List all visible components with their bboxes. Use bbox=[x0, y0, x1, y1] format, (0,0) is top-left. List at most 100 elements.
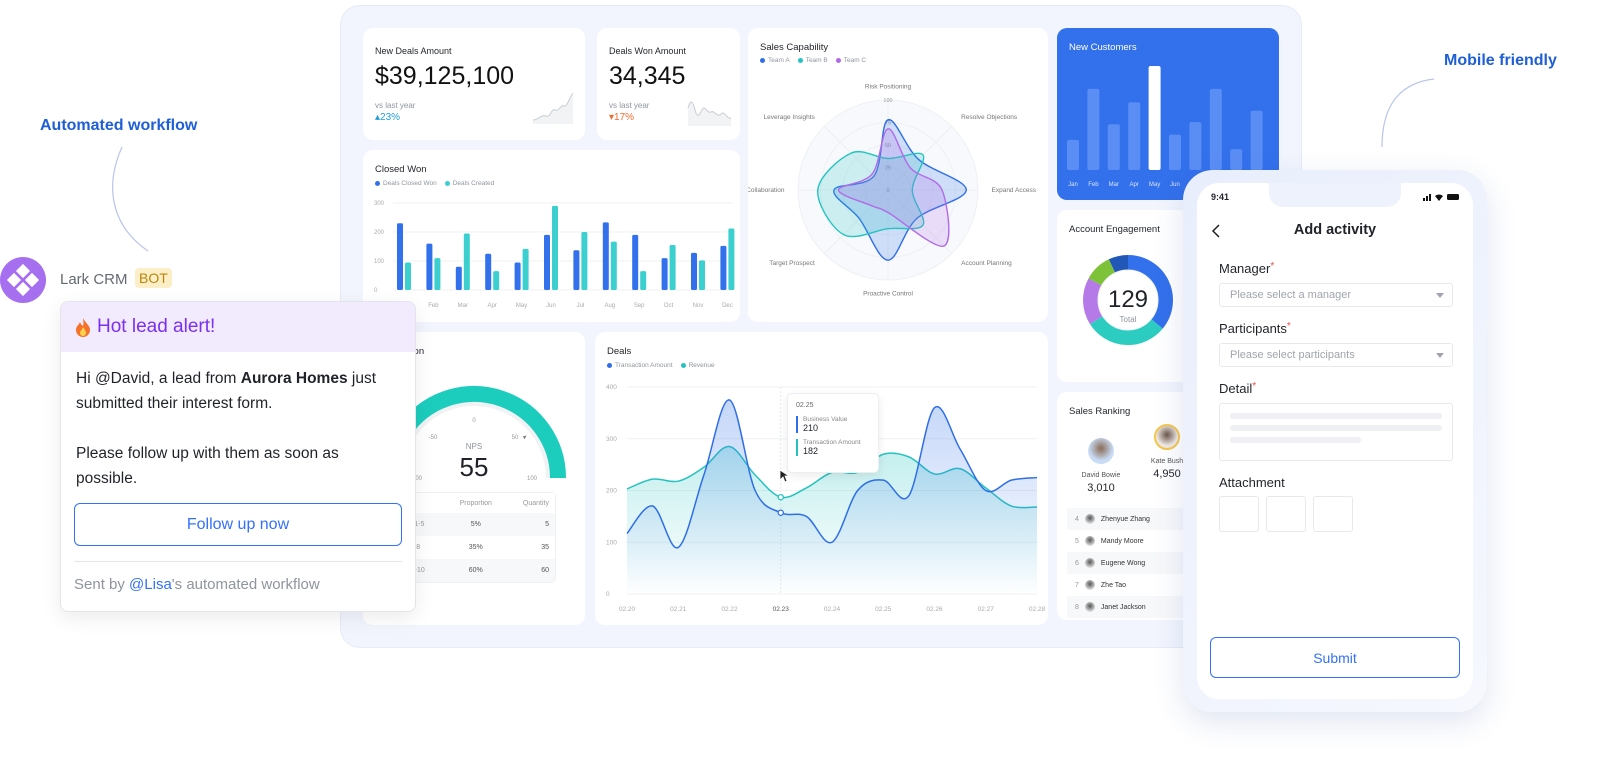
card-title: Sales Ranking bbox=[1069, 406, 1131, 417]
y-tick-label: 0 bbox=[606, 591, 610, 598]
avatar bbox=[1084, 602, 1095, 612]
bar-deals-closed-won bbox=[397, 223, 403, 290]
bar-deals-created bbox=[463, 233, 470, 290]
closed-won-card: Closed Won Deals Closed Won Deals Create… bbox=[363, 150, 740, 322]
submit-button[interactable]: Submit bbox=[1210, 637, 1460, 678]
gauge-pointer-icon bbox=[522, 435, 527, 440]
deals-won-card: Deals Won Amount 34,345 vs last year ▾17… bbox=[597, 28, 740, 140]
bar-deals-closed-won bbox=[720, 245, 727, 290]
attachment-slot[interactable] bbox=[1313, 496, 1353, 532]
bar-deals-closed-won bbox=[485, 253, 492, 290]
total-label: Total bbox=[1119, 315, 1137, 324]
gauge-tick-label: -50 bbox=[429, 435, 438, 441]
user-mention[interactable]: @Lisa bbox=[129, 576, 172, 593]
nps-value: 55 bbox=[459, 452, 489, 482]
detail-textarea[interactable] bbox=[1219, 403, 1453, 461]
bar-deals-closed-won bbox=[632, 234, 639, 290]
alert-body-text: Please follow up with them as soon as po… bbox=[76, 445, 339, 487]
x-tick-label: Jun bbox=[1170, 182, 1180, 188]
bar-deals-created bbox=[434, 258, 441, 290]
bar-deals-created bbox=[405, 262, 411, 290]
axis-label: Collaboration bbox=[748, 187, 785, 194]
bar-deals-created bbox=[610, 241, 617, 290]
x-tick-label: 02.21 bbox=[670, 606, 687, 613]
attachment-label: Attachment bbox=[1219, 475, 1285, 490]
company-name: Aurora Homes bbox=[240, 370, 348, 387]
chart-tooltip: 02.25 Business Value 210 Transaction Amou… bbox=[787, 393, 879, 473]
deals-card: Deals Transaction Amount Revenue 0 100 200… bbox=[595, 332, 1048, 625]
customer-bar bbox=[1107, 124, 1120, 170]
y-tick-label: 100 bbox=[374, 259, 385, 265]
x-tick-label: 02.22 bbox=[721, 606, 738, 613]
x-tick-label: Mar bbox=[458, 303, 468, 309]
x-tick-label: 02.27 bbox=[978, 606, 995, 613]
card-title: Closed Won bbox=[375, 164, 427, 175]
participants-label: Participants* bbox=[1219, 321, 1291, 336]
radar-spoke bbox=[824, 189, 889, 254]
avatar bbox=[1084, 536, 1095, 546]
attachment-slot[interactable] bbox=[1219, 496, 1259, 532]
x-tick-label: 02.24 bbox=[824, 606, 841, 613]
customer-bar bbox=[1230, 149, 1243, 170]
y-tick-label: 200 bbox=[606, 488, 617, 495]
legend-item: Team C bbox=[835, 57, 866, 64]
x-tick-label: Nov bbox=[693, 303, 704, 309]
radar-tick-label: 75 bbox=[885, 121, 891, 127]
bar-deals-closed-won bbox=[661, 258, 668, 290]
x-tick-label: Jun bbox=[546, 303, 556, 309]
customer-bar bbox=[1189, 122, 1202, 170]
card-title: Deals bbox=[607, 346, 632, 357]
y-tick-label: 400 bbox=[606, 384, 617, 391]
status-time: 9:41 bbox=[1211, 192, 1230, 202]
attachment-slot[interactable] bbox=[1266, 496, 1306, 532]
legend-item: Team B bbox=[797, 57, 828, 64]
bar-deals-closed-won bbox=[514, 262, 521, 290]
manager-label: Manager* bbox=[1219, 261, 1275, 276]
avatar bbox=[1084, 580, 1095, 590]
alert-header: Hot lead alert! bbox=[61, 302, 415, 352]
x-tick-label: Oct bbox=[664, 303, 674, 309]
bar-deals-closed-won bbox=[455, 266, 462, 290]
kpi-value: 34,345 bbox=[609, 62, 686, 90]
closed-won-chart: 0100200300JanFebMarAprMayJunJulAugSepOct… bbox=[374, 201, 735, 309]
gauge-tick-label: 50 bbox=[512, 435, 519, 441]
radar-series-team-c bbox=[837, 128, 950, 247]
manager-select[interactable]: Please select a manager bbox=[1219, 283, 1453, 307]
sparkline bbox=[532, 92, 574, 124]
change-up: ▴23% bbox=[375, 112, 400, 123]
lark-crm-logo bbox=[0, 257, 46, 303]
annotation-mobile-friendly: Mobile friendly bbox=[1444, 52, 1557, 69]
gauge-tick-label: 100 bbox=[527, 476, 538, 482]
axis-label: Target Prospect bbox=[769, 260, 815, 267]
hover-point bbox=[777, 493, 784, 501]
x-tick-label: Jul bbox=[577, 303, 585, 309]
donut-center bbox=[1097, 269, 1159, 331]
back-chevron-icon[interactable] bbox=[1211, 223, 1221, 239]
legend: Team A Team B Team C bbox=[760, 57, 866, 64]
bar-deals-closed-won bbox=[573, 250, 580, 290]
radar-series-team-b bbox=[817, 150, 925, 238]
legend: Transaction Amount Revenue bbox=[607, 362, 715, 369]
x-tick-label: Feb bbox=[1088, 182, 1099, 188]
radar-tick-label: 50 bbox=[885, 143, 891, 149]
gauge-segment-promoters bbox=[402, 386, 566, 479]
bar-deals-created bbox=[581, 232, 588, 290]
donut-segment bbox=[1090, 315, 1163, 345]
radar-spoke bbox=[824, 126, 889, 191]
follow-up-button[interactable]: Follow up now bbox=[74, 503, 402, 546]
rank-value: 3,010 bbox=[1087, 482, 1115, 494]
donut-segment bbox=[1083, 278, 1103, 325]
compare-label: vs last year bbox=[609, 101, 650, 110]
deals-line-chart: 0 100 200 300 400 02.20 02.21 02.22 02.23 02.24 02… bbox=[606, 384, 1046, 613]
legend-item: Revenue bbox=[680, 362, 715, 369]
bar-deals-closed-won bbox=[544, 234, 550, 290]
x-tick-label: May bbox=[516, 303, 527, 309]
screen-title: Add activity bbox=[1293, 222, 1377, 238]
new-deals-card: New Deals Amount $39,125,100 vs last yea… bbox=[363, 28, 585, 140]
dropdown-icon bbox=[1436, 353, 1444, 358]
legend-item: Transaction Amount bbox=[607, 362, 673, 369]
annotation-curve bbox=[1381, 78, 1435, 148]
y-tick-label: 100 bbox=[606, 539, 617, 546]
rank-name: Kate Bush bbox=[1150, 458, 1184, 465]
participants-select[interactable]: Please select participants bbox=[1219, 343, 1453, 367]
